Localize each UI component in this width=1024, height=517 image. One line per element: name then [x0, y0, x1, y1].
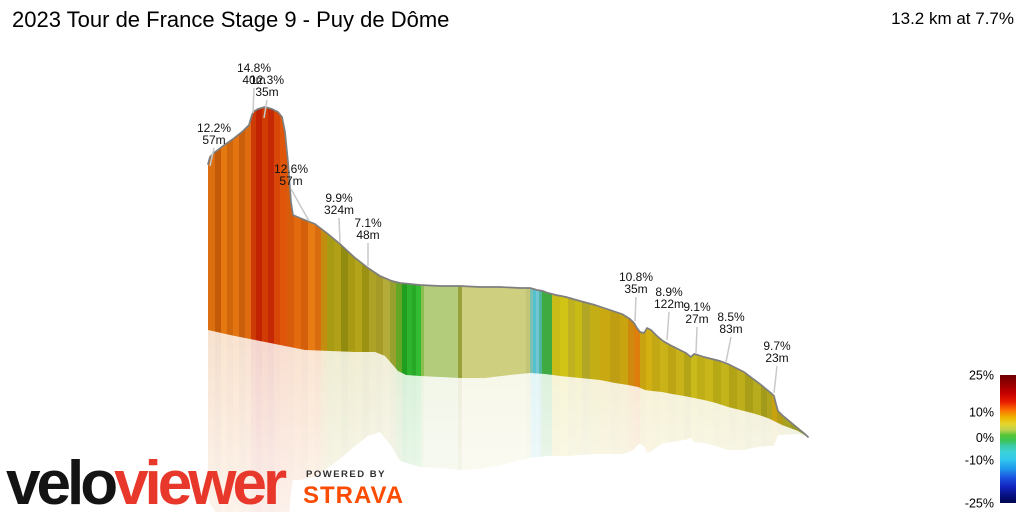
callout-gradient-label: 9.9% [325, 191, 353, 205]
callout-length-label: 35m [255, 85, 278, 99]
legend-tick-label: 10% [969, 406, 994, 420]
veloviewer-logo: veloviewer POWERED BY STRAVA [6, 449, 404, 517]
callout-gradient-label: 10.8% [619, 270, 653, 284]
gradient-band [215, 107, 221, 437]
gradient-band [280, 107, 287, 437]
chart-title: 2023 Tour de France Stage 9 - Puy de Dôm… [12, 7, 449, 32]
callout-length-label: 122m [654, 297, 684, 311]
callout-leader-line [695, 326, 698, 354]
callout-length-label: 35m [624, 282, 647, 296]
callout-leader-line [290, 188, 310, 222]
chart-summary: 13.2 km at 7.7% [891, 9, 1014, 28]
gradient-band [274, 107, 280, 437]
gradient-band [208, 107, 215, 437]
gradient-band [315, 107, 321, 437]
callout-leader-line [209, 147, 215, 167]
gradient-band [256, 107, 262, 437]
gradient-band [334, 107, 341, 437]
gradient-band [233, 107, 239, 437]
legend-tick-label: -10% [965, 454, 994, 468]
legend-tick-label: 25% [969, 369, 994, 383]
gradient-band [239, 107, 245, 437]
logo-velo-text: velo [6, 449, 116, 512]
gradient-band [362, 107, 369, 437]
powered-by-label: POWERED BY [306, 469, 386, 480]
legend-tick-label: 0% [976, 431, 994, 445]
gradient-band [251, 107, 256, 437]
gradient-band [308, 107, 315, 437]
gradient-band [327, 107, 334, 437]
veloviewer-wordmark: veloviewer [6, 449, 287, 512]
logo-viewer-text: viewer [114, 449, 287, 512]
gradient-legend: 25% 10% 0% -10% -25% [965, 369, 1016, 511]
callout-gradient-label: 8.9% [655, 285, 683, 299]
callout-leader-line [773, 365, 778, 394]
callout-gradient-label: 14.8% [237, 61, 271, 75]
callout-length-label: 23m [765, 351, 788, 365]
callout-length-label: 27m [685, 312, 708, 326]
gradient-band [777, 107, 783, 437]
gradient-band [262, 107, 268, 437]
profile-top-outline [207, 106, 809, 438]
callout-length-label: 48m [356, 228, 379, 242]
gradient-band [341, 107, 348, 437]
strava-wordmark: STRAVA [303, 482, 404, 509]
profile-outline [207, 106, 809, 438]
gradient-band [355, 107, 362, 437]
gradient-band [245, 107, 251, 437]
callout-leader-line [634, 296, 637, 322]
callout-gradient-label: 8.5% [717, 310, 745, 324]
callout-leader-line [725, 336, 732, 363]
gradient-band [268, 107, 274, 437]
callout-leader-line [666, 311, 670, 341]
callout-length-label: 57m [279, 174, 302, 188]
legend-gradient-bar [1000, 375, 1016, 503]
gradient-band [772, 107, 777, 437]
gradient-band [348, 107, 355, 437]
callout-gradient-label: 7.1% [354, 216, 382, 230]
gradient-callouts: 12.2%57m14.8%40m12.3%35m12.6%57m9.9%324m… [197, 61, 791, 394]
callout-gradient-label: 9.7% [763, 339, 791, 353]
callout-leader-line [338, 217, 341, 244]
callout-length-label: 40m [242, 73, 265, 87]
callout-length-label: 57m [202, 133, 225, 147]
callout-length-label: 324m [324, 203, 354, 217]
gradient-band [221, 107, 227, 437]
callout-gradient-label: 12.2% [197, 121, 231, 135]
callout-length-label: 83m [719, 322, 742, 336]
gradient-band [301, 107, 308, 437]
callout-gradient-label: 12.6% [274, 162, 308, 176]
gradient-band [227, 107, 233, 437]
callout-gradient-label: 9.1% [683, 300, 711, 314]
gradient-band [287, 107, 294, 437]
callout-leader-line [263, 99, 268, 119]
gradient-band [294, 107, 301, 437]
gradient-band [321, 107, 327, 437]
callout-gradient-label: 12.3% [250, 73, 284, 87]
gradient-band [767, 107, 772, 437]
callout-leader-line [252, 87, 255, 114]
legend-tick-label: -25% [965, 497, 994, 511]
